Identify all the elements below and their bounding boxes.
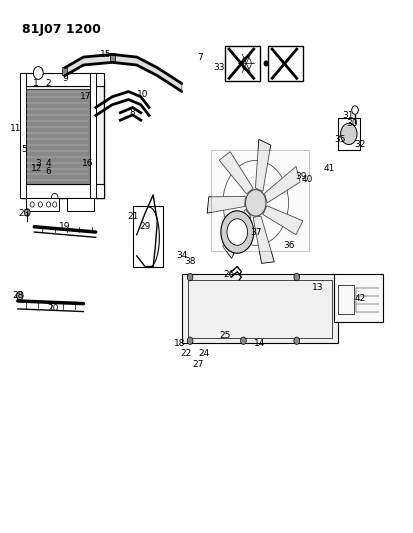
Text: 1: 1: [33, 79, 39, 88]
Text: 35: 35: [334, 135, 346, 144]
Text: 6: 6: [46, 166, 52, 175]
Text: 33: 33: [213, 63, 225, 72]
Circle shape: [352, 106, 358, 114]
Bar: [90, 73, 96, 198]
Polygon shape: [223, 209, 251, 259]
Bar: [22, 184, 104, 198]
Text: 19: 19: [59, 222, 71, 231]
Text: 14: 14: [254, 339, 266, 348]
Bar: [24, 89, 90, 195]
Bar: [62, 67, 67, 75]
Text: 37: 37: [250, 228, 261, 237]
Text: 23: 23: [18, 209, 30, 218]
Text: 2: 2: [46, 79, 51, 88]
Text: 4: 4: [46, 159, 51, 167]
Bar: [338, 118, 360, 150]
Polygon shape: [219, 152, 253, 194]
Bar: [22, 81, 104, 198]
Text: 81J07 1200: 81J07 1200: [22, 22, 101, 36]
Bar: [133, 206, 164, 266]
Polygon shape: [207, 197, 245, 213]
Polygon shape: [211, 150, 309, 251]
Text: 11: 11: [10, 124, 21, 133]
Bar: [338, 285, 354, 314]
Bar: [110, 53, 115, 61]
Text: 22: 22: [180, 350, 192, 359]
Circle shape: [30, 202, 34, 207]
Text: 30: 30: [347, 119, 358, 128]
Text: 20: 20: [47, 304, 58, 313]
Text: 25: 25: [219, 331, 230, 340]
Text: 9: 9: [62, 74, 68, 83]
Bar: [182, 274, 338, 343]
Polygon shape: [253, 216, 274, 263]
Circle shape: [33, 67, 43, 79]
Text: 27: 27: [192, 360, 204, 369]
Text: 40: 40: [301, 174, 313, 183]
Bar: [268, 46, 303, 81]
Text: 21: 21: [127, 212, 138, 221]
Text: 29: 29: [139, 222, 151, 231]
Text: 15: 15: [100, 50, 112, 59]
Text: 3: 3: [36, 159, 41, 167]
Text: 39: 39: [295, 172, 306, 181]
Text: 34: 34: [176, 252, 188, 261]
Circle shape: [24, 209, 30, 216]
Text: 16: 16: [82, 159, 93, 167]
Bar: [26, 198, 59, 211]
Text: 26: 26: [223, 270, 235, 279]
Text: 17: 17: [80, 92, 91, 101]
Text: 28: 28: [12, 291, 24, 300]
Text: 41: 41: [324, 164, 335, 173]
Bar: [225, 46, 260, 81]
Circle shape: [187, 337, 193, 344]
Polygon shape: [264, 166, 300, 203]
Circle shape: [52, 193, 58, 202]
Text: 5: 5: [21, 146, 27, 155]
Text: 12: 12: [31, 164, 42, 173]
Text: 36: 36: [283, 241, 294, 250]
Text: 8: 8: [130, 108, 135, 117]
Circle shape: [227, 219, 247, 245]
Circle shape: [240, 337, 246, 344]
Circle shape: [294, 273, 299, 281]
Circle shape: [294, 337, 299, 344]
Text: 38: 38: [184, 257, 196, 265]
Bar: [22, 73, 104, 86]
Bar: [334, 274, 383, 322]
Circle shape: [264, 61, 268, 66]
Circle shape: [341, 123, 357, 144]
Bar: [67, 198, 94, 211]
Text: 32: 32: [355, 140, 366, 149]
Text: 31: 31: [342, 111, 354, 120]
Polygon shape: [65, 54, 182, 92]
Text: 13: 13: [311, 283, 323, 292]
Text: 24: 24: [199, 350, 210, 359]
Circle shape: [47, 202, 51, 207]
Circle shape: [53, 202, 57, 207]
Text: 10: 10: [137, 90, 149, 99]
Circle shape: [245, 190, 266, 216]
Circle shape: [221, 211, 254, 253]
Circle shape: [187, 273, 193, 281]
Text: 18: 18: [174, 339, 185, 348]
Text: 7: 7: [197, 53, 203, 62]
Text: 42: 42: [355, 294, 366, 303]
Polygon shape: [263, 206, 303, 235]
Bar: [20, 73, 26, 198]
Polygon shape: [255, 139, 271, 191]
Circle shape: [38, 202, 43, 207]
Bar: [188, 280, 332, 338]
Circle shape: [17, 292, 23, 300]
